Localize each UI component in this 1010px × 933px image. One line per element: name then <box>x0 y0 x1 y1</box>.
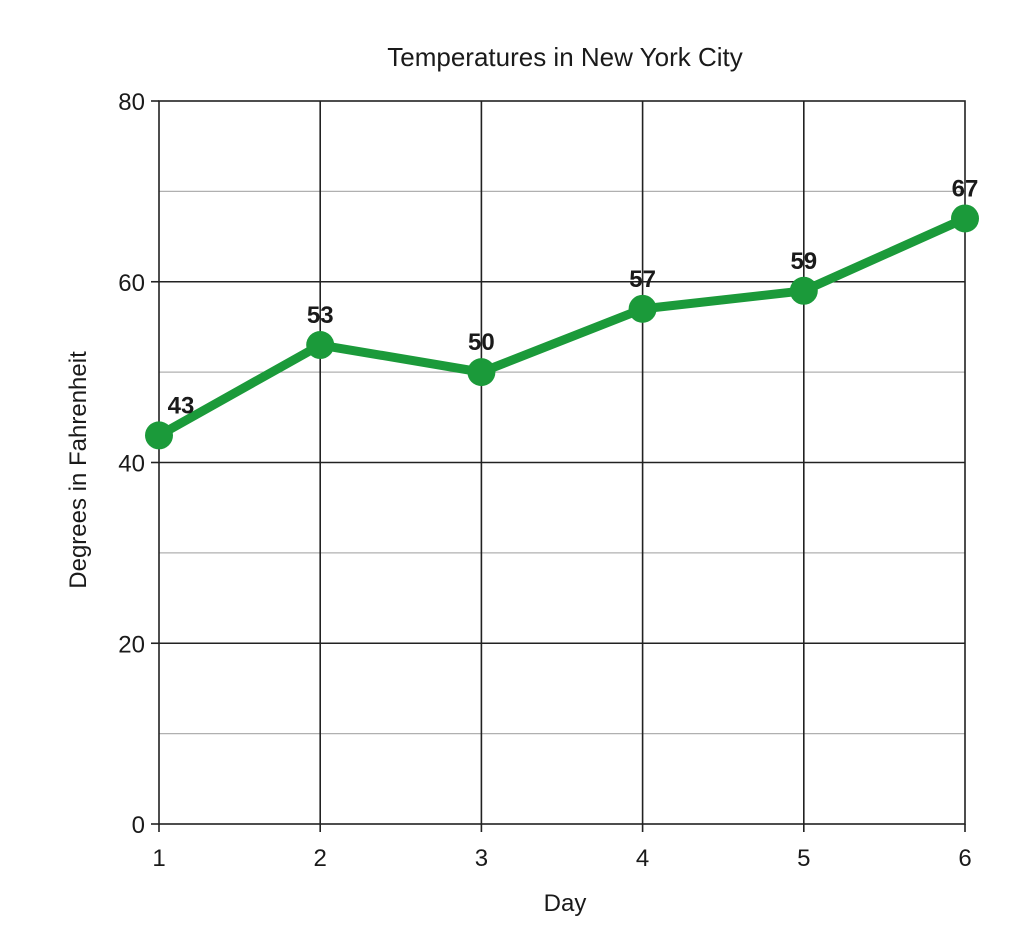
chart-title: Temperatures in New York City <box>387 42 742 72</box>
y-axis-label: Degrees in Fahrenheit <box>65 351 92 589</box>
data-point <box>951 204 979 233</box>
data-label: 43 <box>168 392 195 419</box>
data-label: 50 <box>468 329 495 356</box>
x-tick-label: 2 <box>314 845 327 872</box>
x-tick-label: 4 <box>636 845 649 872</box>
data-label: 57 <box>629 266 656 293</box>
data-point <box>628 294 657 323</box>
data-point <box>467 358 496 387</box>
data-point <box>306 331 335 360</box>
data-point <box>145 421 173 450</box>
series-line <box>154 213 970 440</box>
x-tick-label: 3 <box>475 845 488 872</box>
x-tick-label: 1 <box>152 845 165 872</box>
data-label: 67 <box>952 175 979 202</box>
y-tick-label: 60 <box>118 270 145 297</box>
data-label: 53 <box>307 302 334 329</box>
x-tick-label: 6 <box>958 845 971 872</box>
y-axis: 0 20 40 60 80 <box>118 89 159 839</box>
series-group: 43 53 50 57 59 67 <box>145 175 979 450</box>
x-axis-label: Day <box>544 890 587 917</box>
grid <box>159 101 965 824</box>
x-tick-label: 5 <box>797 845 810 872</box>
data-point <box>789 276 818 305</box>
x-axis: 1 2 3 4 5 6 <box>152 824 972 872</box>
y-tick-label: 20 <box>118 631 145 658</box>
y-tick-label: 0 <box>132 812 145 839</box>
y-tick-label: 80 <box>118 89 145 116</box>
data-label: 59 <box>790 248 817 275</box>
y-tick-label: 40 <box>118 451 145 478</box>
